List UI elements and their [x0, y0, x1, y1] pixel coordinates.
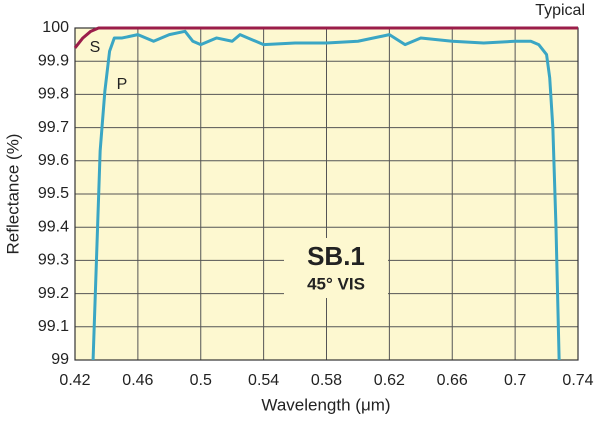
y-tick-label: 100	[42, 19, 69, 36]
x-axis-label: Wavelength (μm)	[261, 395, 390, 414]
label-backdrop	[284, 238, 388, 298]
y-tick-label: 99.5	[38, 185, 69, 202]
y-tick-label: 99.9	[38, 52, 69, 69]
x-tick-label: 0.54	[248, 372, 279, 389]
y-tick-label: 99.7	[38, 119, 69, 136]
x-tick-label: 0.66	[437, 372, 468, 389]
y-tick-label: 99.3	[38, 252, 69, 269]
y-tick-label: 99.1	[38, 318, 69, 335]
y-axis-label: Reflectance (%)	[3, 134, 22, 255]
chart-subtitle: 45° VIS	[307, 274, 365, 293]
series-label: S	[90, 39, 101, 56]
y-tick-label: 99.8	[38, 86, 69, 103]
y-tick-label: 99	[51, 351, 69, 368]
x-tick-label: 0.42	[59, 372, 90, 389]
y-tick-label: 99.6	[38, 152, 69, 169]
x-tick-label: 0.46	[122, 372, 153, 389]
x-tick-label: 0.7	[504, 372, 526, 389]
series-line	[91, 29, 561, 361]
x-tick-label: 0.74	[562, 372, 593, 389]
y-tick-label: 99.2	[38, 285, 69, 302]
x-tick-label: 0.58	[311, 372, 342, 389]
series-line	[73, 26, 578, 49]
x-tick-label: 0.5	[190, 372, 212, 389]
lines	[73, 26, 578, 361]
chart-title: SB.1	[307, 241, 365, 271]
x-tick-label: 0.62	[374, 372, 405, 389]
series-label: P	[117, 76, 128, 93]
y-tick-label: 99.4	[38, 218, 69, 235]
annotation: Typical	[535, 2, 585, 19]
